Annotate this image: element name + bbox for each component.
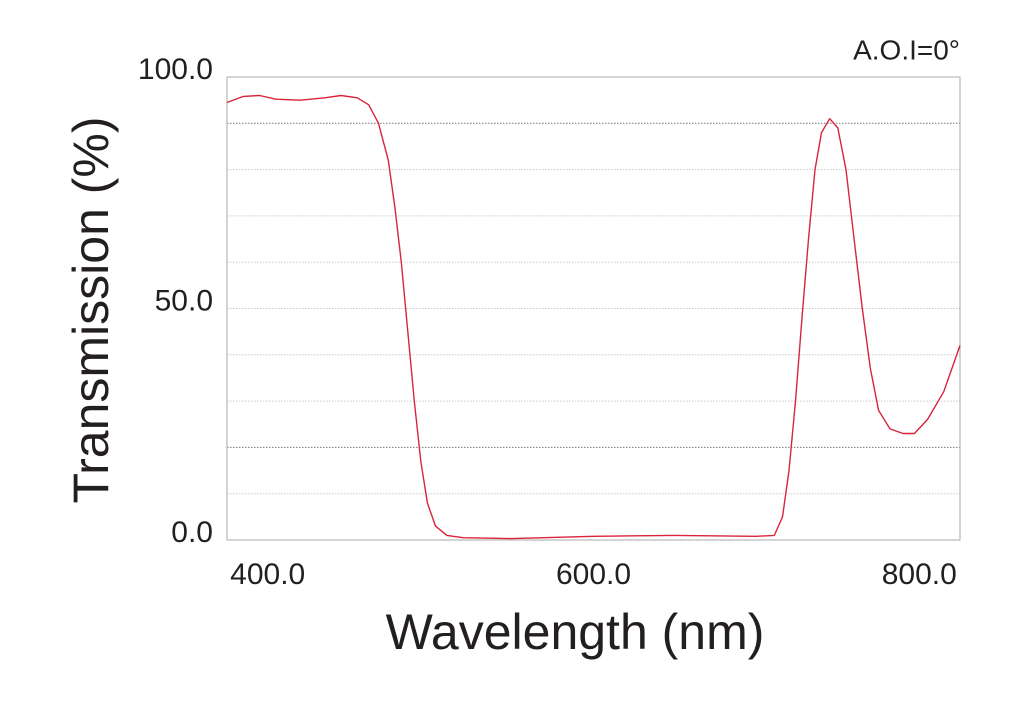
x-tick-label: 600.0 (556, 558, 631, 591)
annotation: A.O.I=0° (853, 34, 960, 65)
y-tick-label: 0.0 (171, 516, 213, 549)
plot-frame (226, 76, 961, 541)
y-tick-label: 100.0 (138, 53, 213, 86)
y-tick-label: 50.0 (155, 284, 213, 317)
x-axis-label: Wavelength (nm) (386, 604, 765, 660)
x-tick-label: 800.0 (882, 558, 957, 591)
y-axis-label: Transmission (%) (63, 116, 119, 503)
x-tick-label: 400.0 (230, 558, 305, 591)
data-line (226, 94, 961, 540)
